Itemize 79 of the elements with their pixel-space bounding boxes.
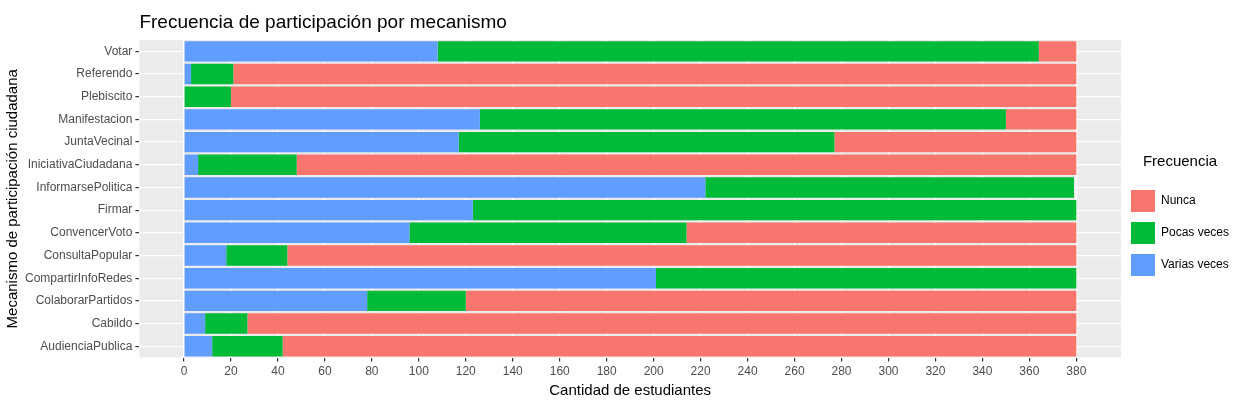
- x-tick-label: 340: [972, 364, 993, 379]
- bar: [184, 154, 199, 175]
- bar: [656, 267, 1077, 289]
- x-tick-label: 200: [643, 364, 664, 379]
- y-tick-label: Firmar: [97, 202, 133, 217]
- bar: [184, 131, 459, 153]
- bar: [184, 313, 206, 334]
- bar: [367, 290, 466, 312]
- legend-title: Frecuencia: [1142, 151, 1218, 169]
- bar: [705, 177, 1074, 198]
- bar: [184, 336, 213, 357]
- y-tick-label: Manifestacion: [58, 111, 133, 126]
- legend-label: Nunca: [1160, 193, 1196, 208]
- bar: [686, 222, 1077, 244]
- y-tick-label: InformarsePolitica: [36, 179, 133, 194]
- x-tick-label: 160: [549, 364, 571, 379]
- x-tick-label: 0: [180, 364, 188, 379]
- bar: [834, 131, 1077, 153]
- y-tick-label: ConsultaPopular: [43, 247, 133, 262]
- bar: [282, 336, 1077, 357]
- legend-label: Varias veces: [1160, 257, 1229, 272]
- y-tick-label: AudienciaPublica: [40, 338, 133, 353]
- x-tick-label: 260: [784, 364, 805, 379]
- bar: [212, 336, 283, 357]
- y-tick-label: ColaborarPartidos: [35, 293, 133, 308]
- bar: [184, 63, 192, 85]
- bar: [465, 290, 1077, 312]
- bar: [184, 109, 480, 130]
- x-tick-label: 120: [455, 364, 477, 379]
- bar: [437, 41, 1039, 62]
- x-tick-label: 40: [271, 364, 285, 379]
- bar: [458, 131, 835, 153]
- bar: [184, 245, 227, 266]
- bar: [184, 222, 410, 244]
- x-tick-label: 80: [365, 364, 379, 379]
- x-axis-title: Cantidad de estudiantes: [549, 381, 712, 399]
- x-tick-label: 300: [878, 364, 899, 379]
- x-tick-label: 140: [502, 364, 524, 379]
- x-tick-label: 280: [831, 364, 852, 379]
- bar: [205, 313, 248, 334]
- bar: [1005, 109, 1077, 130]
- x-tick-label: 360: [1019, 364, 1040, 379]
- bar: [479, 109, 1006, 130]
- y-axis-title: Mecanismo de participación ciudadana: [3, 68, 21, 329]
- bar: [296, 154, 1077, 175]
- bar: [184, 290, 368, 312]
- legend-label: Pocas veces: [1160, 225, 1230, 240]
- y-tick-label: ConvencerVoto: [50, 225, 133, 240]
- x-tick-label: 220: [690, 364, 711, 379]
- y-tick-label: Plebiscito: [81, 89, 133, 104]
- x-tick-label: 60: [318, 364, 332, 379]
- bar: [226, 245, 288, 266]
- chart-title: Frecuencia de participación por mecanismo: [139, 11, 507, 32]
- y-tick-label: Votar: [104, 43, 133, 58]
- x-tick-label: 380: [1066, 364, 1087, 379]
- bar: [191, 63, 234, 85]
- bar: [198, 154, 297, 175]
- bar: [1038, 41, 1077, 62]
- x-tick-label: 180: [596, 364, 618, 379]
- bar: [184, 41, 438, 62]
- bar: [184, 267, 656, 289]
- x-tick-label: 100: [408, 364, 430, 379]
- bar: [287, 245, 1077, 266]
- x-tick-label: 20: [224, 364, 238, 379]
- y-tick-label: CompartirInfoRedes: [24, 270, 133, 285]
- bar: [184, 86, 231, 107]
- bar: [184, 199, 473, 221]
- bar: [184, 177, 706, 198]
- bar: [230, 86, 1077, 107]
- x-tick-label: 240: [737, 364, 758, 379]
- y-tick-label: Cabildo: [91, 315, 133, 330]
- y-tick-label: Referendo: [76, 66, 133, 81]
- y-tick-label: IniciativaCiudadana: [27, 157, 133, 172]
- y-tick-label: JuntaVecinal: [64, 134, 133, 149]
- bar: [409, 222, 687, 244]
- x-tick-label: 320: [925, 364, 946, 379]
- bar: [233, 63, 1077, 85]
- bar: [247, 313, 1077, 334]
- bar: [472, 199, 1077, 221]
